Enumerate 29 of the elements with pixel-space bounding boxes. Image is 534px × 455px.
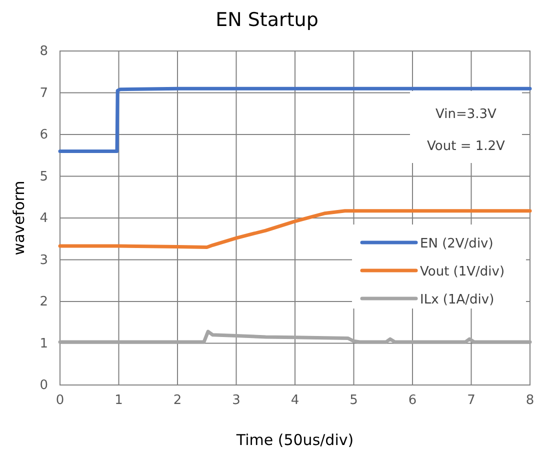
y-tick-label: 7	[40, 86, 48, 101]
chart-title: EN Startup	[216, 9, 318, 31]
annotation: Vin=3.3V	[436, 107, 497, 122]
x-tick-label: 3	[232, 393, 240, 408]
x-tick-label: 7	[467, 393, 476, 408]
y-tick-label: 5	[40, 169, 48, 184]
y-tick-label: 2	[40, 294, 48, 310]
x-tick-label: 8	[526, 393, 534, 408]
line-series	[58, 330, 532, 344]
x-tick-label: 2	[173, 393, 182, 408]
y-tick-label: 4	[40, 211, 48, 226]
x-tick-label: 0	[56, 393, 64, 408]
line-series	[58, 209, 532, 249]
x-tick-label: 6	[408, 393, 417, 408]
y-tick-label: 6	[40, 128, 48, 143]
y-axis-title: waveform	[10, 180, 28, 256]
annotation: Vout = 1.2V	[427, 139, 506, 154]
legend-label: ILx (1A/div)	[420, 292, 494, 308]
x-axis-title: Time (50us/div)	[235, 431, 354, 449]
x-tick-label: 1	[114, 393, 123, 408]
y-tick-label: 8	[40, 44, 48, 60]
y-tick-label: 0	[40, 378, 48, 394]
y-tick-label: 3	[40, 252, 48, 268]
x-tick-label: 4	[290, 393, 300, 408]
legend-label: EN (2V/div)	[420, 236, 494, 252]
line-series	[58, 86, 532, 153]
x-tick-label: 5	[350, 393, 358, 408]
y-tick-label: 1	[40, 336, 48, 352]
legend-label: Vout (1V/div)	[420, 264, 505, 280]
